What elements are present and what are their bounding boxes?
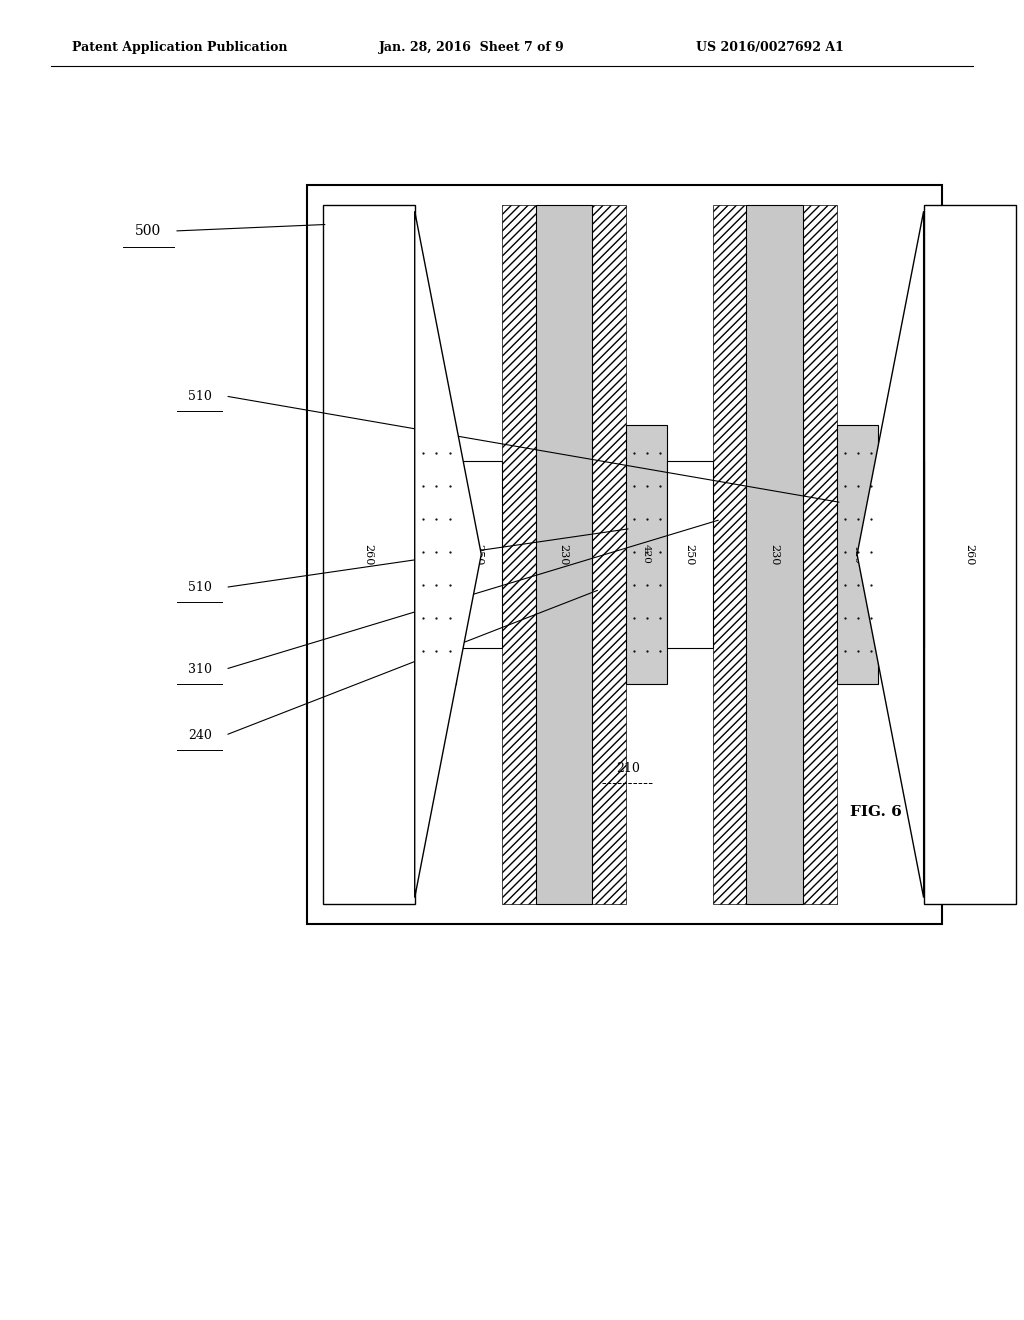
Polygon shape (415, 211, 481, 898)
Text: 310: 310 (187, 663, 212, 676)
Text: FIG. 6: FIG. 6 (850, 805, 901, 818)
Bar (667, 461, 713, 648)
Text: 250: 250 (896, 544, 905, 565)
Text: 420: 420 (431, 544, 439, 565)
Text: 220: 220 (440, 465, 450, 486)
Text: 510: 510 (187, 389, 212, 403)
Bar (323, 205, 415, 904)
Text: 420: 420 (853, 544, 861, 565)
Bar (746, 205, 803, 904)
Bar (878, 461, 924, 648)
Text: 420: 420 (642, 544, 650, 565)
Bar (626, 425, 667, 684)
Text: 220: 220 (889, 465, 898, 486)
Text: 260: 260 (965, 544, 975, 565)
Text: 250: 250 (685, 544, 694, 565)
Bar (536, 205, 592, 904)
Bar (924, 205, 1016, 904)
Text: Jan. 28, 2016  Sheet 7 of 9: Jan. 28, 2016 Sheet 7 of 9 (379, 41, 564, 54)
Bar (415, 425, 456, 684)
Bar (502, 205, 536, 904)
Text: 230: 230 (559, 544, 568, 565)
Bar (803, 205, 837, 904)
Text: 230: 230 (770, 544, 779, 565)
Text: 250: 250 (474, 544, 483, 565)
Bar (592, 205, 626, 904)
Text: 260: 260 (364, 544, 374, 565)
Text: 500: 500 (135, 224, 162, 238)
Text: 210: 210 (615, 762, 640, 775)
Text: 240: 240 (187, 729, 212, 742)
Bar (837, 425, 878, 684)
Bar (307, 185, 942, 924)
Text: US 2016/0027692 A1: US 2016/0027692 A1 (696, 41, 844, 54)
Text: Patent Application Publication: Patent Application Publication (72, 41, 287, 54)
Text: 510: 510 (187, 581, 212, 594)
Bar (713, 205, 746, 904)
Bar (456, 461, 502, 648)
Polygon shape (857, 211, 924, 898)
